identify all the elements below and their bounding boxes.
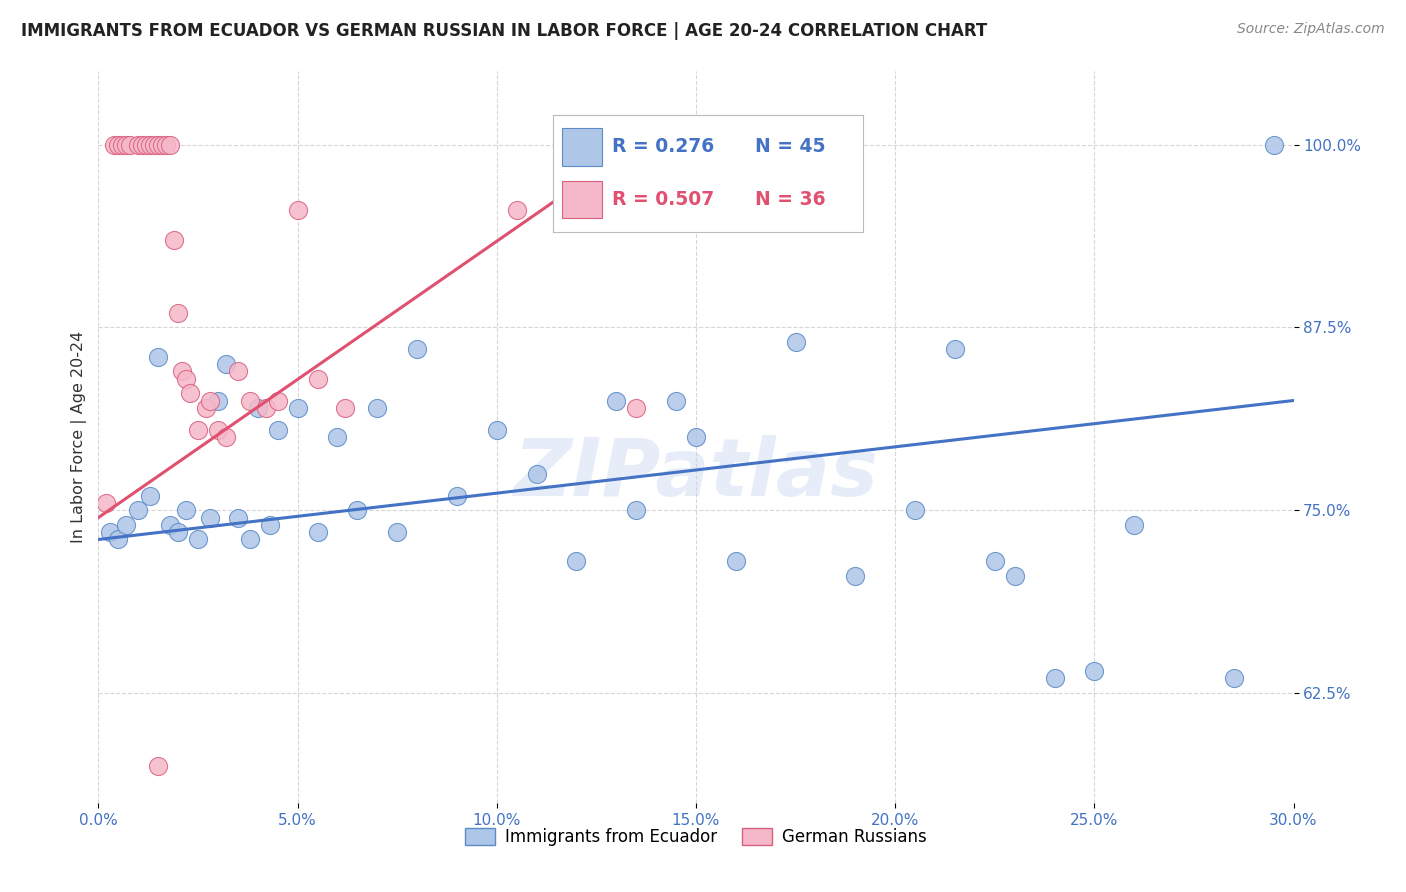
Point bbox=[215, 357, 238, 371]
Point bbox=[107, 137, 129, 152]
Point bbox=[226, 832, 249, 847]
Point bbox=[605, 393, 627, 408]
Point bbox=[148, 759, 170, 773]
Point bbox=[287, 203, 309, 218]
Point bbox=[385, 525, 409, 540]
Point bbox=[239, 533, 262, 547]
Point bbox=[198, 393, 221, 408]
Point bbox=[115, 517, 138, 532]
Point bbox=[307, 525, 329, 540]
Point bbox=[626, 401, 648, 415]
Point bbox=[626, 503, 648, 517]
Point bbox=[107, 533, 129, 547]
Point bbox=[665, 393, 688, 408]
Point bbox=[159, 517, 181, 532]
Point bbox=[155, 137, 177, 152]
Point bbox=[207, 423, 229, 437]
Legend: Immigrants from Ecuador, German Russians: Immigrants from Ecuador, German Russians bbox=[458, 822, 934, 853]
Point bbox=[139, 137, 162, 152]
Point bbox=[1083, 664, 1105, 678]
Point bbox=[174, 503, 197, 517]
Point bbox=[139, 489, 162, 503]
Point bbox=[785, 334, 807, 349]
Point bbox=[335, 401, 357, 415]
Point bbox=[111, 137, 134, 152]
Point bbox=[98, 525, 122, 540]
Point bbox=[226, 364, 249, 378]
Point bbox=[226, 510, 249, 524]
Point bbox=[1004, 569, 1026, 583]
Point bbox=[1263, 137, 1285, 152]
Point bbox=[120, 137, 142, 152]
Point bbox=[485, 423, 508, 437]
Point bbox=[135, 137, 157, 152]
Point bbox=[724, 554, 747, 568]
Point bbox=[326, 430, 349, 444]
Point bbox=[685, 430, 707, 444]
Point bbox=[346, 503, 368, 517]
Point bbox=[198, 510, 221, 524]
Point bbox=[943, 343, 966, 357]
Point bbox=[239, 393, 262, 408]
Point bbox=[844, 569, 866, 583]
Point bbox=[195, 401, 218, 415]
Point bbox=[446, 489, 468, 503]
Point bbox=[267, 393, 290, 408]
Y-axis label: In Labor Force | Age 20-24: In Labor Force | Age 20-24 bbox=[72, 331, 87, 543]
Point bbox=[115, 137, 138, 152]
Text: Source: ZipAtlas.com: Source: ZipAtlas.com bbox=[1237, 22, 1385, 37]
Point bbox=[172, 364, 194, 378]
Point bbox=[103, 137, 125, 152]
Point bbox=[187, 423, 209, 437]
Point bbox=[143, 137, 166, 152]
Point bbox=[1123, 517, 1146, 532]
Text: ZIPatlas: ZIPatlas bbox=[513, 434, 879, 513]
Point bbox=[1043, 672, 1066, 686]
Point bbox=[159, 137, 181, 152]
Point bbox=[131, 137, 153, 152]
Point bbox=[366, 401, 388, 415]
Point bbox=[215, 430, 238, 444]
Point bbox=[287, 401, 309, 415]
Point bbox=[127, 503, 149, 517]
Point bbox=[904, 503, 927, 517]
Point bbox=[1223, 672, 1246, 686]
Point bbox=[307, 371, 329, 385]
Point bbox=[246, 401, 269, 415]
Point bbox=[259, 517, 281, 532]
Point bbox=[179, 386, 201, 401]
Point bbox=[565, 554, 588, 568]
Point bbox=[984, 554, 1007, 568]
Point bbox=[267, 423, 290, 437]
Point bbox=[506, 203, 529, 218]
Point bbox=[406, 343, 429, 357]
Point bbox=[96, 496, 118, 510]
Point bbox=[163, 233, 186, 247]
Point bbox=[174, 371, 197, 385]
Point bbox=[254, 401, 277, 415]
Point bbox=[207, 393, 229, 408]
Point bbox=[148, 137, 170, 152]
Point bbox=[127, 137, 149, 152]
Point bbox=[150, 137, 173, 152]
Point bbox=[148, 350, 170, 364]
Point bbox=[187, 533, 209, 547]
Point bbox=[526, 467, 548, 481]
Point bbox=[167, 306, 190, 320]
Text: IMMIGRANTS FROM ECUADOR VS GERMAN RUSSIAN IN LABOR FORCE | AGE 20-24 CORRELATION: IMMIGRANTS FROM ECUADOR VS GERMAN RUSSIA… bbox=[21, 22, 987, 40]
Point bbox=[167, 525, 190, 540]
